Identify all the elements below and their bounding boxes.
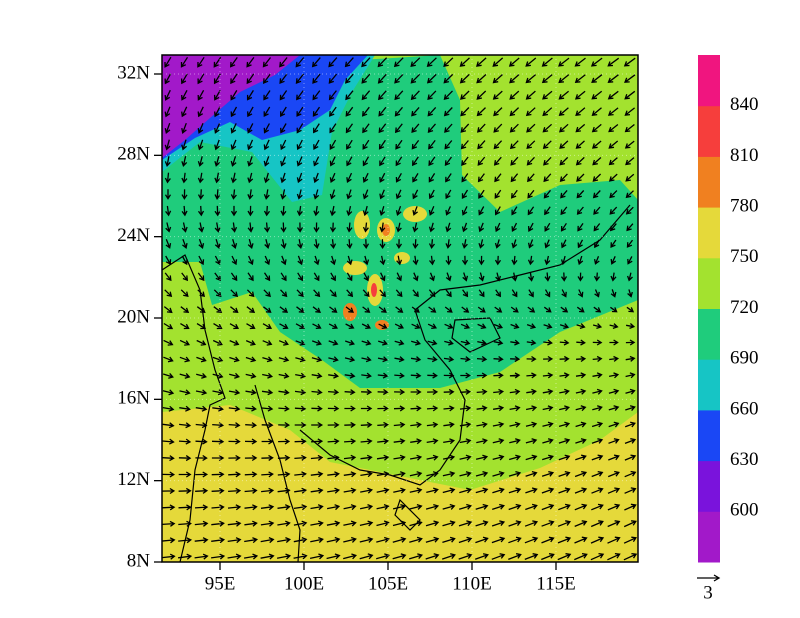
colorbar-segment xyxy=(698,359,720,411)
colorbar-segment xyxy=(698,207,720,259)
y-tick-label: 32N xyxy=(117,62,150,83)
colorbar-label: 660 xyxy=(730,398,759,419)
coastline xyxy=(162,254,226,562)
field-600-630 xyxy=(162,55,300,158)
colorbar-segment xyxy=(698,308,720,360)
x-tick-label: 105E xyxy=(368,573,408,594)
colorbar-segment xyxy=(698,156,720,208)
y-tick-label: 12N xyxy=(117,469,150,490)
hotspot xyxy=(371,283,377,297)
y-tick-label: 24N xyxy=(117,225,150,246)
colorbar-label: 810 xyxy=(730,145,759,166)
colorbar-segment xyxy=(698,460,720,512)
colorbar-label: 840 xyxy=(730,94,759,115)
hotspot xyxy=(394,252,410,264)
coastline xyxy=(299,204,631,486)
colorbar-segment xyxy=(698,105,720,157)
hotspot xyxy=(354,211,370,239)
colorbar-label: 780 xyxy=(730,195,759,216)
vector-reference: 3 xyxy=(697,574,721,603)
x-tick-label: 115E xyxy=(536,573,575,594)
colorbar-segment xyxy=(698,55,720,107)
field-690-720 xyxy=(162,55,638,388)
colorbar-segment xyxy=(698,257,720,309)
axes: 32N 28N 24N 20N 16N 12N 8N 95E 100E 105E 110E 115E xyxy=(117,62,575,594)
wind-vectors xyxy=(162,56,638,561)
hotspot xyxy=(382,224,390,236)
colorbar-label: 690 xyxy=(730,348,759,369)
coastline xyxy=(254,384,301,562)
y-tick-label: 16N xyxy=(117,388,150,409)
colorbar-label: 750 xyxy=(730,246,759,267)
hotspot xyxy=(343,261,367,275)
x-tick-label: 110E xyxy=(452,573,491,594)
colorbar-segment xyxy=(698,511,720,563)
coastline xyxy=(394,498,421,531)
colorbar: 600 630 660 690 720 750 780 810 840 xyxy=(698,55,759,563)
x-tick-label: 95E xyxy=(205,573,236,594)
coastlines xyxy=(162,204,631,562)
reference-arrow xyxy=(697,574,721,582)
plot-frame xyxy=(161,54,639,563)
coastline xyxy=(451,317,501,353)
filled-contours xyxy=(162,55,638,562)
colorbar-label: 720 xyxy=(730,297,759,318)
reference-label: 3 xyxy=(703,582,713,603)
y-tick-label: 28N xyxy=(117,144,150,165)
colorbar-label: 630 xyxy=(730,449,759,470)
y-tick-label: 8N xyxy=(127,550,151,571)
colorbar-segment xyxy=(698,409,720,462)
x-tick-label: 100E xyxy=(284,573,324,594)
y-tick-label: 20N xyxy=(117,306,150,327)
colorbar-label: 600 xyxy=(730,500,759,521)
